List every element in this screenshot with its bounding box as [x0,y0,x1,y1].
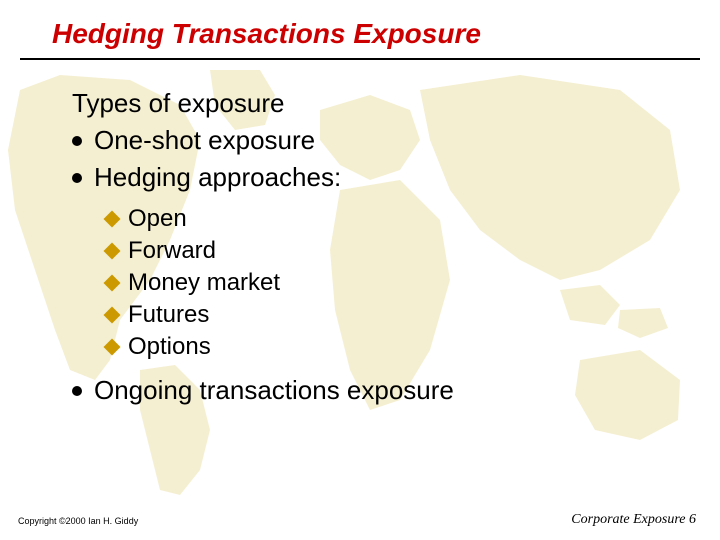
sub-bullet-item: Open [106,205,720,233]
bullet-text: Hedging approaches: [94,162,341,193]
bullet-dot-icon [72,173,82,183]
sub-bullet-text: Open [128,205,187,233]
bullet-dot-icon [72,386,82,396]
footer-page-label: Corporate Exposure 6 [571,512,696,528]
sub-bullet-item: Forward [106,237,720,265]
intro-line: Types of exposure [72,88,720,119]
sub-bullet-list: Open Forward Money market Futures Option… [106,205,720,361]
slide-title: Hedging Transactions Exposure [0,0,720,58]
diamond-icon [104,243,121,260]
diamond-icon [104,211,121,228]
sub-bullet-item: Options [106,333,720,361]
sub-bullet-item: Futures [106,301,720,329]
sub-bullet-item: Money market [106,269,720,297]
bullet-item: Ongoing transactions exposure [72,375,720,406]
bullet-text: Ongoing transactions exposure [94,375,454,406]
diamond-icon [104,307,121,324]
bullet-text: One-shot exposure [94,125,315,156]
sub-bullet-text: Futures [128,301,209,329]
diamond-icon [104,275,121,292]
bullet-item: One-shot exposure [72,125,720,156]
bullet-item: Hedging approaches: [72,162,720,193]
bullet-dot-icon [72,136,82,146]
sub-bullet-text: Options [128,333,211,361]
footer-copyright: Copyright ©2000 Ian H. Giddy [18,516,138,526]
diamond-icon [104,339,121,356]
sub-bullet-text: Forward [128,237,216,265]
slide-body: Types of exposure One-shot exposure Hedg… [0,60,720,406]
sub-bullet-text: Money market [128,269,280,297]
